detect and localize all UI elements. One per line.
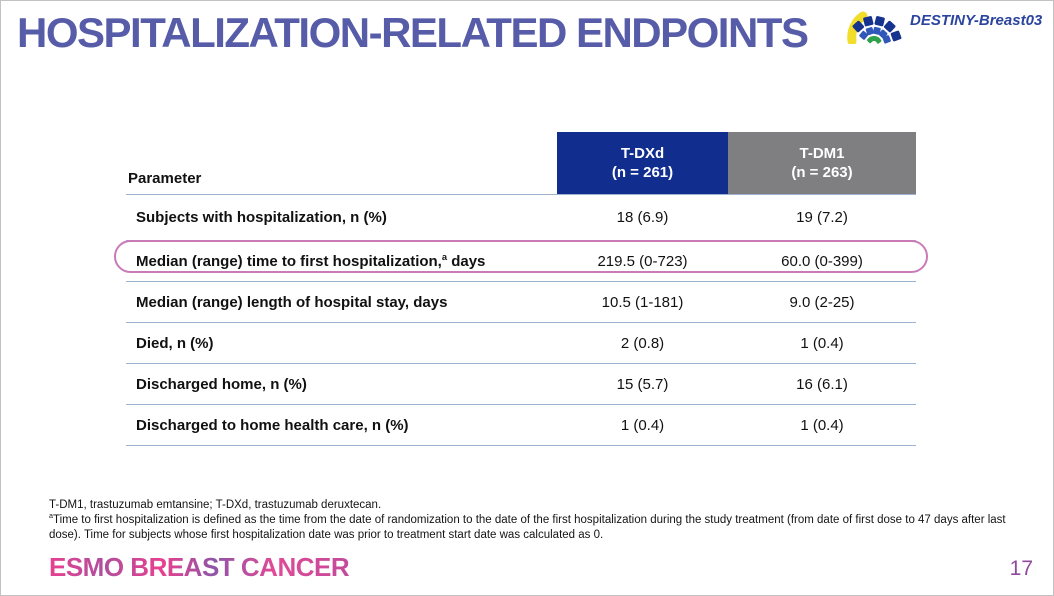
endpoints-table: Parameter T-DXd (n = 261) T-DM1 (n = 263… bbox=[126, 132, 916, 446]
row-tdxd-value: 2 (0.8) bbox=[620, 334, 665, 352]
esmo-breast-cancer-logo: ESMO BREAST CANCER bbox=[49, 552, 350, 582]
page-number: 17 bbox=[1009, 557, 1033, 580]
column-header-tdm1: T-DM1 (n = 263) bbox=[728, 132, 916, 194]
row-parameter-text: Median (range) time to first hospitaliza… bbox=[136, 252, 442, 270]
row-tdm1-value: 9.0 (2-25) bbox=[789, 293, 855, 311]
column-header-tdxd: T-DXd (n = 261) bbox=[557, 132, 728, 194]
row-tdxd-value: 10.5 (1-181) bbox=[601, 293, 684, 311]
tdm1-n: (n = 263) bbox=[791, 164, 853, 181]
table-row: Discharged to home health care, n (%) 1 … bbox=[126, 405, 916, 446]
abbreviations-footnote: T-DM1, trastuzumab emtansine; T-DXd, tra… bbox=[49, 499, 382, 511]
table-row: Died, n (%) 2 (0.8) 1 (0.4) bbox=[126, 323, 916, 364]
table-header-row: Parameter T-DXd (n = 261) T-DM1 (n = 263… bbox=[126, 132, 916, 195]
row-tdm1-value: 60.0 (0-399) bbox=[781, 252, 863, 270]
row-parameter: Discharged to home health care, n (%) bbox=[136, 416, 409, 434]
row-tdxd-value: 18 (6.9) bbox=[616, 209, 669, 226]
row-tdm1-value: 19 (7.2) bbox=[796, 209, 848, 226]
destiny-logo-icon bbox=[847, 11, 902, 44]
footnote-marker: a bbox=[441, 251, 448, 262]
row-parameter: Median (range) time to first hospitaliza… bbox=[126, 251, 557, 270]
study-brand: DESTINY-Breast03 bbox=[844, 4, 1042, 44]
row-tdm1-value: 1 (0.4) bbox=[800, 334, 844, 352]
row-parameter: Died, n (%) bbox=[136, 334, 214, 352]
row-tdxd-value: 219.5 (0-723) bbox=[597, 252, 688, 270]
row-parameter: Discharged home, n (%) bbox=[136, 375, 307, 393]
tdxd-label: T-DXd bbox=[620, 144, 665, 162]
tdxd-n: (n = 261) bbox=[611, 164, 674, 181]
footnote-marker: a bbox=[49, 512, 53, 521]
footnote-a-text: Time to first hospitalization is defined… bbox=[49, 514, 1006, 542]
study-name: DESTINY-Breast03 bbox=[910, 12, 1043, 29]
footnotes: T-DM1, trastuzumab emtansine; T-DXd, tra… bbox=[49, 498, 1017, 544]
column-header-parameter: Parameter bbox=[128, 170, 202, 187]
row-parameter: Median (range) length of hospital stay, … bbox=[136, 293, 448, 311]
table-row: Median (range) length of hospital stay, … bbox=[126, 282, 916, 323]
row-parameter-text: days bbox=[447, 252, 486, 270]
table-row: Subjects with hospitalization, n (%) 18 … bbox=[126, 195, 916, 241]
row-tdm1-value: 1 (0.4) bbox=[800, 416, 844, 434]
table-row-highlighted: Median (range) time to first hospitaliza… bbox=[126, 241, 916, 282]
row-tdm1-value: 16 (6.1) bbox=[796, 375, 848, 393]
table-row: Discharged home, n (%) 15 (5.7) 16 (6.1) bbox=[126, 364, 916, 405]
row-tdxd-value: 1 (0.4) bbox=[620, 416, 665, 434]
row-tdxd-value: 15 (5.7) bbox=[616, 375, 669, 393]
row-parameter: Subjects with hospitalization, n (%) bbox=[136, 209, 387, 226]
footnote-a: aTime to first hospitalization is define… bbox=[49, 513, 1017, 543]
page-title: HOSPITALIZATION-RELATED ENDPOINTS bbox=[17, 9, 809, 56]
tdm1-label: T-DM1 bbox=[799, 144, 845, 162]
